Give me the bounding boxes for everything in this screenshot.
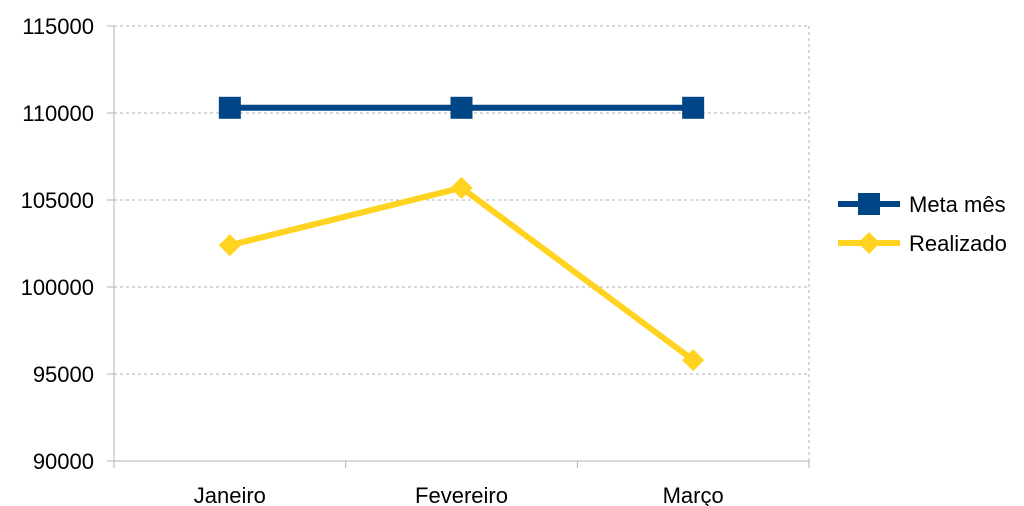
series-line [226, 184, 697, 364]
gridlines [114, 25, 810, 461]
legend-item: Realizado [838, 231, 1007, 256]
data-point [450, 96, 473, 119]
x-tick-label: Março [663, 483, 724, 506]
legend-label: Realizado [909, 231, 1007, 256]
y-tick-label: 90000 [33, 449, 94, 474]
axes [107, 25, 810, 468]
data-point [682, 349, 705, 372]
y-tick-label: 105000 [21, 188, 94, 213]
x-tick-label: Janeiro [194, 483, 266, 506]
legend-item: Meta mês [838, 192, 1006, 217]
legend: Meta mês Realizado [838, 192, 1007, 256]
x-tick-labels: Janeiro Fevereiro Março [194, 483, 724, 506]
y-tick-label: 100000 [21, 275, 94, 300]
x-tick-label: Fevereiro [415, 483, 508, 506]
data-point [218, 234, 241, 257]
y-tick-label: 95000 [33, 362, 94, 387]
series-1 [218, 96, 705, 119]
series-2 [218, 176, 705, 372]
y-tick-label: 110000 [22, 101, 94, 126]
data-point [450, 176, 473, 199]
legend-swatch-marker [858, 193, 880, 215]
series [218, 96, 705, 372]
data-point [218, 96, 241, 119]
legend-label: Meta mês [909, 192, 1006, 217]
y-tick-labels: 90000 95000 100000 105000 110000 115000 [21, 14, 94, 474]
data-point [682, 96, 705, 119]
y-tick-label: 115000 [22, 14, 94, 39]
legend-swatch-marker [858, 232, 880, 254]
